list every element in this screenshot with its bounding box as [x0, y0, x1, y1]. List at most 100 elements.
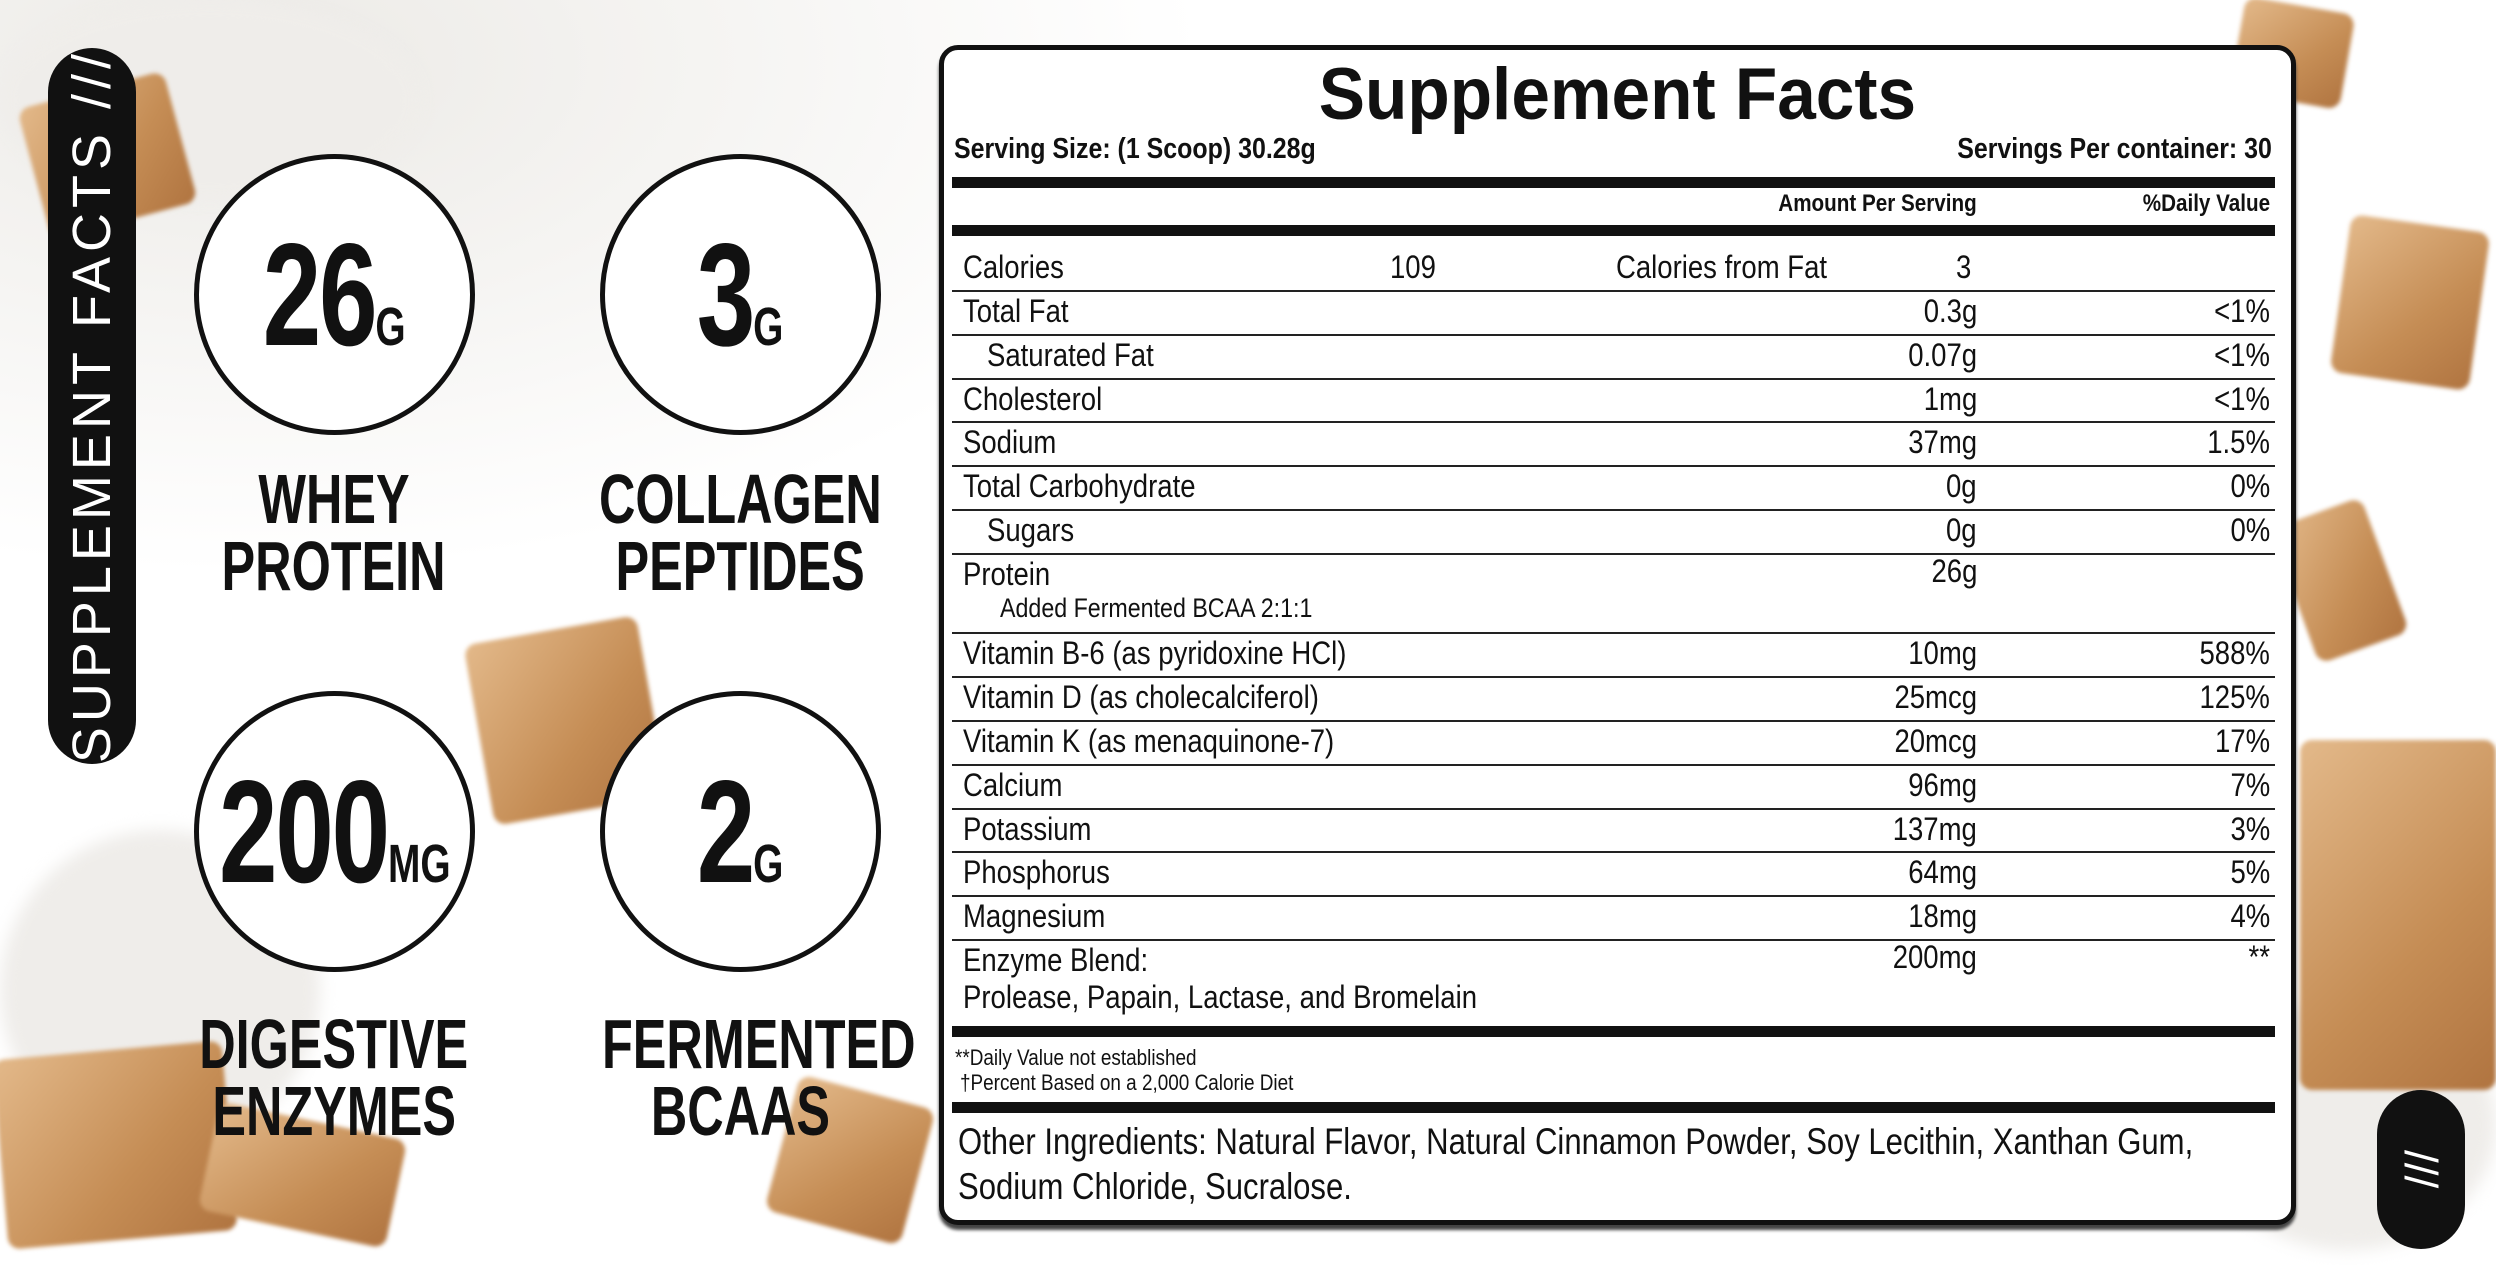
nutrient-amount: 0.07g — [1908, 336, 1977, 373]
divider — [952, 939, 2275, 941]
calories-from-fat-label: Calories from Fat — [1616, 249, 1828, 285]
nutrient-daily-value: ** — [2248, 939, 2270, 975]
other-ingredients-line1: Other Ingredients: Natural Flavor, Natur… — [958, 1121, 2194, 1162]
nutrient-amount: 1mg — [1923, 380, 1977, 417]
divider-thick — [952, 177, 2275, 188]
feature-unit: MG — [387, 833, 451, 894]
nutrient-name: Vitamin D (as cholecalciferol) — [963, 679, 1319, 716]
nutrient-amount: 0.3g — [1923, 293, 1977, 329]
feature-label-collagen: COLLAGEN PEPTIDES — [598, 460, 882, 605]
calories-from-fat-value: 3 — [1956, 249, 1972, 285]
nutrient-amount: 96mg — [1908, 766, 1977, 803]
feature-circle-bcaas: 2G — [600, 691, 881, 972]
serving-size: Serving Size: (1 Scoop) 30.28g — [954, 133, 1316, 165]
nutrient-name: Total Fat — [963, 293, 1069, 329]
nutrient-name: Vitamin K (as menaquinone-7) — [963, 723, 1335, 759]
nutrient-daily-value: 7% — [2230, 766, 2270, 803]
cereal-piece — [2329, 214, 2491, 391]
calories-label: Calories — [963, 249, 1064, 285]
divider-thick — [952, 1102, 2275, 1113]
nutrient-amount: 0g — [1946, 468, 1977, 505]
nutrient-daily-value: 125% — [2199, 679, 2270, 716]
nutrient-daily-value: <1% — [2214, 293, 2270, 329]
nutrient-subtext: Prolease, Papain, Lactase, and Bromelain — [963, 979, 1478, 1015]
nutrient-name: Enzyme Blend: — [963, 942, 1149, 978]
nutrient-daily-value: 5% — [2230, 854, 2270, 891]
divider — [952, 763, 2275, 766]
nutrient-daily-value: 4% — [2230, 898, 2270, 935]
divider — [952, 333, 2275, 336]
feature-value: 3 — [697, 212, 755, 376]
feature-value: 26 — [263, 212, 378, 376]
feature-circle-collagen: 3G — [600, 154, 881, 435]
nutrient-name: Phosphorus — [963, 854, 1110, 891]
nutrient-amount: 0g — [1946, 512, 1977, 548]
nutrient-amount: 20mcg — [1894, 723, 1977, 759]
nutrient-amount: 10mg — [1908, 635, 1977, 672]
nutrient-subtext: Added Fermented BCAA 2:1:1 — [1000, 592, 1313, 623]
corner-pill: /// — [2377, 1090, 2465, 1249]
servings-per-container: Servings Per container: 30 — [1957, 133, 2272, 165]
footnote-daily-value: **Daily Value not established — [955, 1045, 1197, 1070]
corner-label: /// — [2395, 1150, 2447, 1189]
nutrient-daily-value: 588% — [2199, 635, 2270, 672]
divider — [952, 807, 2275, 810]
nutrient-name: Saturated Fat — [987, 336, 1154, 373]
column-header-daily-value: %Daily Value — [2142, 190, 2270, 217]
nutrient-daily-value: 3% — [2230, 810, 2270, 847]
divider-thick — [952, 1026, 2275, 1037]
divider — [952, 720, 2275, 722]
nutrient-name: Total Carbohydrate — [963, 468, 1196, 505]
nutrient-daily-value: 0% — [2230, 468, 2270, 505]
feature-label-bcaas: FERMENTED BCAAS — [601, 1005, 916, 1150]
divider — [952, 377, 2275, 380]
divider — [952, 465, 2275, 468]
divider — [952, 509, 2275, 511]
divider — [952, 676, 2275, 679]
feature-unit: G — [375, 296, 406, 357]
nutrient-name: Sodium — [963, 424, 1057, 461]
nutrient-name: Potassium — [963, 810, 1092, 847]
nutrient-amount: 18mg — [1908, 898, 1977, 935]
feature-unit: G — [753, 833, 784, 894]
side-label: SUPPLEMENT FACTS /// — [62, 48, 122, 764]
nutrient-daily-value: 0% — [2230, 512, 2270, 548]
divider — [952, 290, 2275, 292]
nutrient-amount: 26g — [1931, 552, 1977, 589]
nutrient-daily-value: <1% — [2214, 336, 2270, 373]
nutrient-amount: 64mg — [1908, 854, 1977, 891]
nutrient-daily-value: 17% — [2214, 723, 2270, 759]
divider-thick — [952, 225, 2275, 236]
nutrient-name: Magnesium — [963, 898, 1106, 935]
divider — [952, 632, 2275, 635]
nutrient-name: Protein — [963, 555, 1051, 592]
nutrient-amount: 25mcg — [1894, 679, 1977, 716]
divider — [952, 552, 2275, 555]
feature-circle-enzymes: 200MG — [194, 691, 475, 972]
feature-circle-whey: 26G — [194, 154, 475, 435]
facts-title: Supplement Facts — [1318, 54, 1917, 135]
divider — [952, 851, 2275, 854]
nutrient-name: Calcium — [963, 766, 1063, 803]
feature-label-enzymes: DIGESTIVE ENZYMES — [199, 1005, 469, 1150]
feature-unit: G — [753, 296, 784, 357]
divider — [952, 895, 2275, 898]
calories-value: 109 — [1390, 249, 1436, 285]
cereal-piece — [2300, 740, 2496, 1090]
divider — [952, 421, 2275, 424]
nutrient-daily-value: 1.5% — [2207, 424, 2270, 461]
feature-label-whey: WHEY PROTEIN — [221, 460, 447, 605]
nutrient-daily-value: <1% — [2214, 380, 2270, 417]
nutrient-name: Vitamin B-6 (as pyridoxine HCl) — [963, 635, 1347, 672]
nutrient-amount: 137mg — [1892, 810, 1977, 847]
footnote-percent-basis: †Percent Based on a 2,000 Calorie Diet — [960, 1070, 1294, 1095]
other-ingredients-line2: Sodium Chloride, Sucralose. — [958, 1166, 1352, 1207]
nutrient-amount: 200mg — [1892, 939, 1977, 975]
feature-value: 200 — [218, 749, 390, 913]
nutrient-name: Sugars — [987, 512, 1075, 548]
supplement-facts-panel: Supplement Facts Serving Size: (1 Scoop)… — [939, 45, 2296, 1225]
column-header-amount: Amount Per Serving — [1778, 190, 1977, 217]
feature-value: 2 — [697, 749, 755, 913]
nutrient-amount: 37mg — [1908, 424, 1977, 461]
